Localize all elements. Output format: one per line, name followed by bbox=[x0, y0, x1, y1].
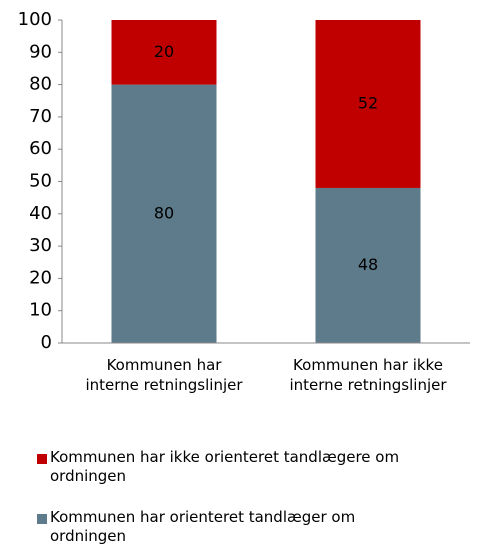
y-tick-label: 40 bbox=[29, 203, 52, 224]
y-tick-label: 90 bbox=[29, 41, 52, 62]
x-tick-label: Kommunen har interne retningslinjer bbox=[85, 356, 243, 394]
data-label: 80 bbox=[154, 203, 174, 222]
data-label: 52 bbox=[358, 93, 378, 112]
y-tick-label: 30 bbox=[29, 235, 52, 256]
bar-segment bbox=[111, 20, 217, 85]
bar-segment bbox=[315, 20, 421, 188]
data-label: 20 bbox=[154, 42, 174, 61]
legend-label: Kommunen har orienteret tandlæger om ord… bbox=[50, 508, 356, 545]
y-tick-label: 100 bbox=[18, 9, 52, 30]
y-tick-label: 20 bbox=[29, 267, 52, 288]
bar-segment bbox=[315, 187, 421, 343]
legend-swatch bbox=[37, 454, 47, 464]
y-tick-label: 0 bbox=[41, 332, 52, 353]
x-tick-label: Kommunen har ikke interne retningslinjer bbox=[289, 356, 447, 394]
data-label: 48 bbox=[358, 255, 378, 274]
y-tick-label: 10 bbox=[29, 300, 52, 321]
legend-label: Kommunen har ikke orienteret tandlægere … bbox=[50, 448, 400, 485]
y-tick-label: 60 bbox=[29, 138, 52, 159]
bar-segment bbox=[111, 84, 217, 343]
y-tick-label: 80 bbox=[29, 74, 52, 95]
y-tick-label: 70 bbox=[29, 106, 52, 127]
legend-swatch bbox=[37, 514, 47, 524]
y-tick-label: 50 bbox=[29, 171, 52, 192]
